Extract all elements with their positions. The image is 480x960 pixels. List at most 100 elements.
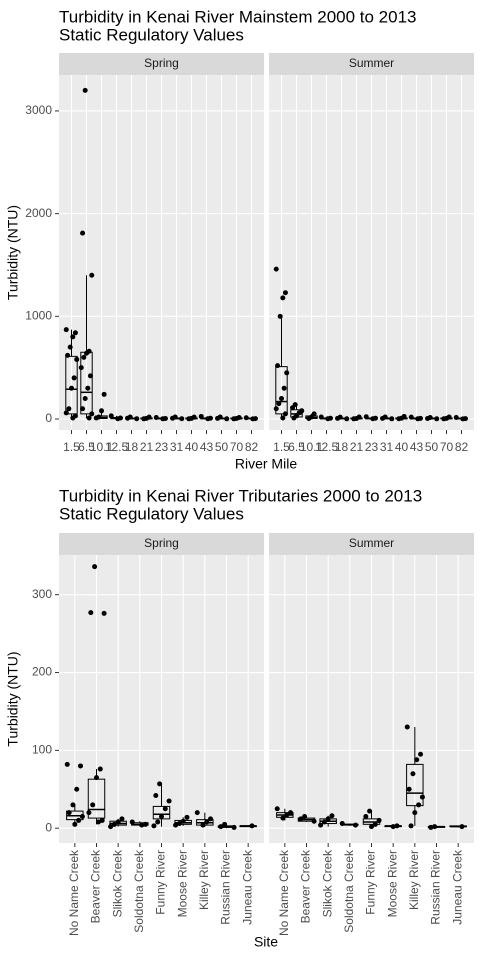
- point: [157, 781, 163, 787]
- point: [218, 824, 224, 830]
- x-tick-label: 6.5: [288, 440, 305, 454]
- point: [87, 373, 93, 379]
- point: [153, 793, 159, 799]
- x-tick-label: 50: [215, 440, 229, 454]
- point: [222, 821, 228, 827]
- point: [86, 415, 92, 421]
- point: [89, 411, 95, 417]
- point: [279, 395, 284, 401]
- x-tick-label: 1.5: [63, 440, 80, 454]
- point: [111, 821, 117, 827]
- point: [325, 416, 331, 422]
- point: [273, 406, 279, 412]
- point: [351, 416, 357, 422]
- point: [115, 819, 121, 825]
- point: [74, 786, 80, 792]
- point: [97, 766, 103, 772]
- point: [101, 391, 107, 397]
- x-tick-label: 21: [350, 440, 364, 454]
- point: [173, 822, 179, 828]
- point: [282, 290, 288, 296]
- point: [425, 415, 431, 421]
- point: [85, 385, 91, 391]
- point: [250, 416, 256, 422]
- point: [414, 757, 420, 763]
- x-tick-label: Killey River: [197, 850, 211, 910]
- point: [89, 272, 95, 278]
- point: [249, 823, 255, 829]
- y-tick-label: 200: [32, 665, 52, 679]
- x-tick-label: 12.5: [105, 440, 129, 454]
- point: [93, 415, 99, 421]
- point: [74, 356, 80, 362]
- x-tick-label: 70: [230, 440, 244, 454]
- x-tick-label: 31: [380, 440, 394, 454]
- x-tick-label: 31: [170, 440, 184, 454]
- point: [70, 334, 76, 340]
- point: [390, 824, 396, 830]
- point: [134, 416, 140, 422]
- point: [119, 816, 125, 822]
- point: [88, 610, 94, 616]
- point: [453, 414, 459, 420]
- point: [306, 415, 312, 421]
- point: [339, 821, 345, 827]
- x-tick-label: Russian River: [429, 850, 443, 925]
- x-tick-label: 43: [410, 440, 424, 454]
- point: [389, 416, 395, 422]
- point: [284, 370, 290, 376]
- point: [184, 814, 190, 820]
- y-tick-label: 3000: [25, 103, 52, 117]
- x-tick-label: Slikok Creek: [320, 849, 334, 917]
- box: [65, 355, 78, 415]
- point: [459, 824, 465, 830]
- point: [198, 413, 204, 419]
- point: [280, 815, 286, 821]
- chart-subtitle: Static Regulatory Values: [59, 504, 244, 523]
- point: [82, 87, 88, 93]
- point: [325, 816, 331, 822]
- point: [243, 415, 249, 421]
- point: [204, 819, 210, 825]
- point: [205, 416, 211, 422]
- point: [176, 821, 182, 827]
- x-tick-label: 82: [245, 440, 259, 454]
- point: [67, 344, 73, 350]
- x-tick-label: Killey River: [407, 850, 421, 910]
- x-tick-label: Funny River: [154, 850, 168, 915]
- point: [194, 810, 200, 816]
- point: [79, 814, 85, 820]
- x-axis-title: Site: [254, 934, 278, 950]
- x-tick-label: 18: [335, 440, 349, 454]
- box: [406, 763, 424, 807]
- x-tick-label: 23: [365, 440, 379, 454]
- point: [99, 817, 105, 823]
- point: [108, 413, 114, 419]
- point: [376, 817, 382, 823]
- y-tick-label: 300: [32, 587, 52, 601]
- x-tick-label: 10.1: [300, 440, 324, 454]
- point: [418, 751, 424, 757]
- point: [344, 416, 350, 422]
- point: [166, 798, 172, 804]
- point: [224, 416, 230, 422]
- point: [408, 414, 414, 420]
- y-axis-title: Turbidity (NTU): [5, 205, 21, 300]
- point: [416, 802, 422, 808]
- x-tick-label: Juneau Creek: [450, 849, 464, 925]
- x-tick-label: 23: [155, 440, 169, 454]
- point: [70, 415, 76, 421]
- y-axis-title: Turbidity (NTU): [5, 651, 21, 746]
- point: [80, 406, 86, 412]
- point: [108, 824, 114, 830]
- x-axis-title: River Mile: [235, 456, 297, 472]
- point: [81, 354, 87, 360]
- point: [321, 819, 327, 825]
- point: [275, 363, 281, 369]
- y-tick-label: 0: [45, 411, 52, 425]
- y-tick-label: 0: [45, 820, 52, 834]
- point: [329, 813, 335, 819]
- point: [396, 416, 402, 422]
- point: [419, 794, 425, 800]
